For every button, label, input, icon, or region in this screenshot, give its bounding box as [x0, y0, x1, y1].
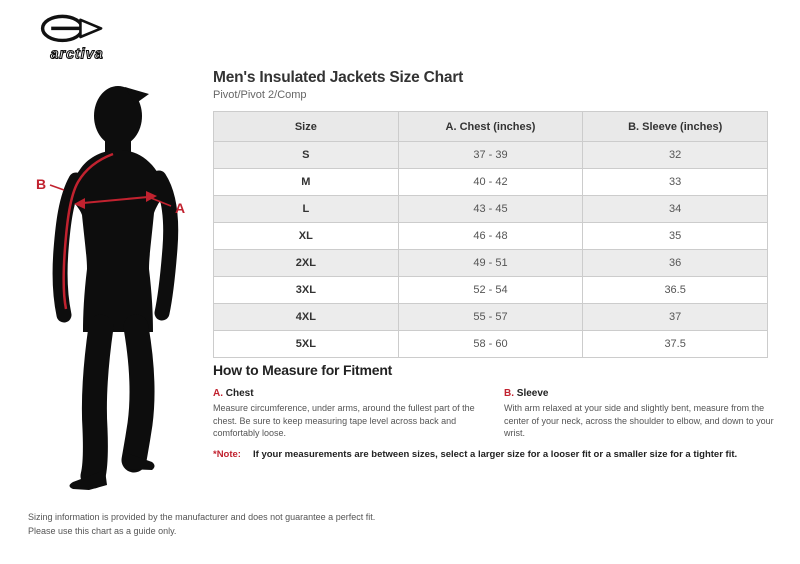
disclaimer-line-1: Sizing information is provided by the ma…	[28, 512, 376, 522]
cell-size: XL	[213, 222, 399, 250]
table-row: L 43 - 45 34	[213, 195, 768, 223]
cell-sleeve: 32	[582, 141, 768, 169]
table-row: 2XL 49 - 51 36	[213, 249, 768, 277]
cell-size: M	[213, 168, 399, 196]
note-text: If your measurements are between sizes, …	[253, 449, 738, 460]
sleeve-item-description: With arm relaxed at your side and slight…	[504, 403, 774, 439]
sleeve-label-b: B	[36, 176, 46, 192]
cell-sleeve: 35	[582, 222, 768, 250]
column-header-size: Size	[213, 111, 399, 142]
cell-chest: 43 - 45	[397, 195, 584, 223]
size-table-body: S 37 - 39 32 M 40 - 42 33 L 43 - 45 34 XL 46 - 48 3…	[213, 141, 768, 358]
cell-chest: 58 - 60	[397, 330, 584, 358]
cell-chest: 37 - 39	[397, 141, 584, 169]
table-row: XL 46 - 48 35	[213, 222, 768, 250]
table-row: 5XL 58 - 60 37.5	[213, 330, 768, 358]
sleeve-item-key: B.	[504, 388, 514, 399]
sleeve-item-name: Sleeve	[516, 388, 549, 399]
cell-sleeve: 37	[582, 303, 768, 331]
chest-item-name: Chest	[225, 388, 254, 399]
cell-sleeve: 36	[582, 249, 768, 277]
cell-sleeve: 33	[582, 168, 768, 196]
sleeve-measure-item: B. Sleeve With arm relaxed at your side …	[504, 388, 791, 440]
measure-heading: How to Measure for Fitment	[213, 362, 393, 378]
cell-size: 2XL	[213, 249, 399, 277]
size-chart-table: Size A. Chest (inches) B. Sleeve (inches…	[213, 111, 768, 358]
logo-wordmark: arctiva	[50, 46, 103, 62]
chest-item-description: Measure circumference, under arms, aroun…	[213, 403, 475, 439]
how-to-measure-section: How to Measure for Fitment A. Chest Meas…	[213, 362, 791, 440]
chest-measure-item: A. Chest Measure circumference, under ar…	[213, 388, 500, 440]
cell-chest: 46 - 48	[397, 222, 584, 250]
chest-arrowhead-right	[146, 191, 157, 202]
page-subtitle: Pivot/Pivot 2/Comp	[213, 89, 307, 101]
cell-chest: 40 - 42	[397, 168, 584, 196]
page-title: Men's Insulated Jackets Size Chart	[213, 69, 464, 86]
chest-arrowhead-left	[74, 198, 85, 209]
cell-sleeve: 34	[582, 195, 768, 223]
cell-chest: 52 - 54	[397, 276, 584, 304]
chest-item-title: A. Chest	[213, 388, 500, 399]
chest-item-key: A.	[213, 388, 223, 399]
chest-label-a: A	[175, 200, 185, 216]
measurement-overlays: A B	[36, 152, 185, 310]
table-row: 3XL 52 - 54 36.5	[213, 276, 768, 304]
label-a-pointer	[150, 197, 172, 207]
disclaimer-line-2: Please use this chart as a guide only.	[28, 525, 177, 536]
chest-measure-line	[82, 196, 149, 204]
column-header-sleeve: B. Sleeve (inches)	[582, 111, 768, 142]
table-row: 4XL 55 - 57 37	[213, 303, 768, 331]
cell-sleeve: 36.5	[582, 276, 768, 304]
table-header-row: Size A. Chest (inches) B. Sleeve (inches…	[213, 111, 768, 142]
sleeve-item-title: B. Sleeve	[504, 388, 791, 399]
cell-size: 5XL	[213, 330, 399, 358]
measurement-figure: A B	[25, 82, 215, 500]
arctiva-arrow-icon: arctiva	[40, 14, 103, 63]
note-label: *Note:	[213, 449, 241, 460]
label-b-pointer	[49, 184, 65, 191]
table-row: M 40 - 42 33	[213, 168, 768, 196]
man-silhouette-icon	[52, 86, 179, 490]
cell-sleeve: 37.5	[582, 330, 768, 358]
cell-size: S	[213, 141, 399, 169]
cell-size: L	[213, 195, 399, 223]
sizing-note: *Note: If your measurements are between …	[213, 449, 791, 460]
title-block: Men's Insulated Jackets Size Chart Pivot…	[213, 69, 773, 101]
cell-size: 3XL	[213, 276, 399, 304]
cell-size: 4XL	[213, 303, 399, 331]
column-header-chest: A. Chest (inches)	[397, 111, 584, 142]
table-row: S 37 - 39 32	[213, 141, 768, 169]
sleeve-measure-line	[62, 152, 114, 310]
arctiva-logo: arctiva	[34, 8, 120, 66]
cell-chest: 55 - 57	[397, 303, 584, 331]
disclaimer: Sizing information is provided by the ma…	[28, 511, 375, 538]
cell-chest: 49 - 51	[397, 249, 584, 277]
